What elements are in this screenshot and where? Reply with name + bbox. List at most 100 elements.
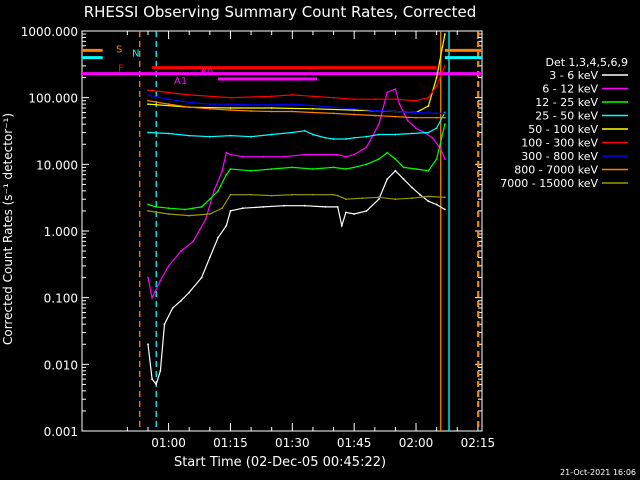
series-point — [365, 163, 368, 166]
series-point — [312, 133, 314, 136]
series-point — [373, 109, 376, 112]
series-point — [373, 98, 376, 101]
series-point — [167, 213, 170, 215]
series-point — [406, 119, 409, 122]
series-point — [439, 148, 442, 150]
series-point — [147, 343, 149, 346]
series-point — [217, 236, 220, 239]
series-point — [345, 198, 347, 201]
series-point — [402, 178, 405, 181]
series-point — [415, 99, 417, 102]
series-point — [147, 131, 149, 134]
series-point — [444, 196, 446, 199]
series-point — [312, 107, 314, 110]
series-point — [411, 132, 413, 135]
series-point — [229, 134, 232, 137]
series-point — [229, 103, 232, 105]
series-point — [427, 169, 430, 172]
legend-entry-label: 12 - 25 keV — [535, 96, 598, 109]
series-point — [444, 116, 446, 119]
series-point — [365, 135, 368, 138]
series-point — [225, 173, 228, 176]
series-point — [229, 96, 232, 99]
series-point — [365, 210, 368, 212]
series-point — [394, 110, 397, 113]
series-point — [394, 169, 397, 172]
series-point — [312, 168, 314, 170]
series-point — [291, 131, 294, 134]
series-point — [336, 153, 339, 156]
state-bar-label: F — [118, 64, 124, 75]
series-point — [159, 369, 162, 372]
series-point — [159, 279, 162, 282]
series-point — [151, 296, 154, 299]
series-point — [345, 155, 347, 158]
series-point — [444, 208, 446, 211]
series-point — [312, 193, 314, 196]
series-point — [250, 104, 253, 106]
legend-entry-label: 25 - 50 keV — [535, 110, 598, 123]
y-axis-label: Corrected Count Rates (s⁻¹ detector⁻¹) — [1, 113, 15, 345]
series-point — [386, 178, 389, 181]
series-point — [262, 155, 265, 158]
state-bar-label: N — [132, 49, 139, 60]
series-point — [291, 110, 294, 113]
series-point — [188, 106, 191, 109]
series-point — [394, 198, 397, 201]
series-point — [415, 116, 417, 119]
series-point — [312, 104, 314, 107]
series-point — [155, 383, 158, 386]
series-point — [427, 195, 430, 198]
x-tick-label: 01:15 — [213, 436, 248, 450]
legend-entry-label: 50 - 100 keV — [528, 123, 598, 136]
series-point — [192, 240, 195, 243]
y-tick-label: 0.010 — [44, 358, 78, 372]
series-point — [394, 115, 397, 118]
series-point — [208, 103, 211, 105]
series-point — [147, 89, 149, 91]
legend-entry-label: 6 - 12 keV — [542, 83, 598, 96]
series-point — [167, 98, 170, 101]
series-point — [221, 207, 224, 210]
series-point — [229, 168, 232, 170]
series-point — [378, 158, 380, 161]
series-point — [378, 123, 380, 126]
series-point — [353, 153, 356, 156]
series-point — [353, 113, 356, 116]
series-point — [229, 107, 232, 109]
series-line-5 — [147, 65, 446, 102]
series-point — [250, 193, 253, 196]
series-point — [411, 186, 413, 189]
series-point — [167, 265, 170, 267]
series-point — [213, 190, 215, 192]
series-point — [402, 166, 405, 169]
series-point — [241, 155, 244, 158]
y-tick-label: 1000.000 — [21, 25, 78, 39]
series-point — [188, 214, 191, 217]
series-point — [250, 135, 253, 138]
legend-entry-label: 100 - 300 keV — [521, 137, 598, 150]
series-point — [217, 190, 220, 192]
series-point — [444, 123, 446, 126]
series-point — [167, 132, 170, 135]
legend-title: Det 1,3,4,5,6,9 — [545, 56, 628, 69]
series-point — [229, 153, 232, 156]
plot-frame — [81, 30, 483, 432]
series-point — [444, 65, 446, 67]
series-line-7 — [147, 100, 445, 119]
y-tick-label: 1.000 — [44, 225, 78, 239]
series-point — [435, 203, 438, 206]
series-point — [270, 104, 273, 106]
series-point — [188, 101, 191, 104]
series-point — [192, 207, 195, 210]
series-point — [419, 193, 421, 196]
series-point — [291, 94, 294, 96]
y-tick-label: 100.000 — [28, 92, 78, 106]
series-point — [444, 158, 446, 161]
series-point — [353, 136, 356, 139]
series-point — [332, 166, 335, 169]
series-point — [180, 299, 182, 302]
series-point — [208, 198, 211, 201]
series-line-0 — [147, 169, 446, 386]
series-point — [270, 168, 273, 170]
